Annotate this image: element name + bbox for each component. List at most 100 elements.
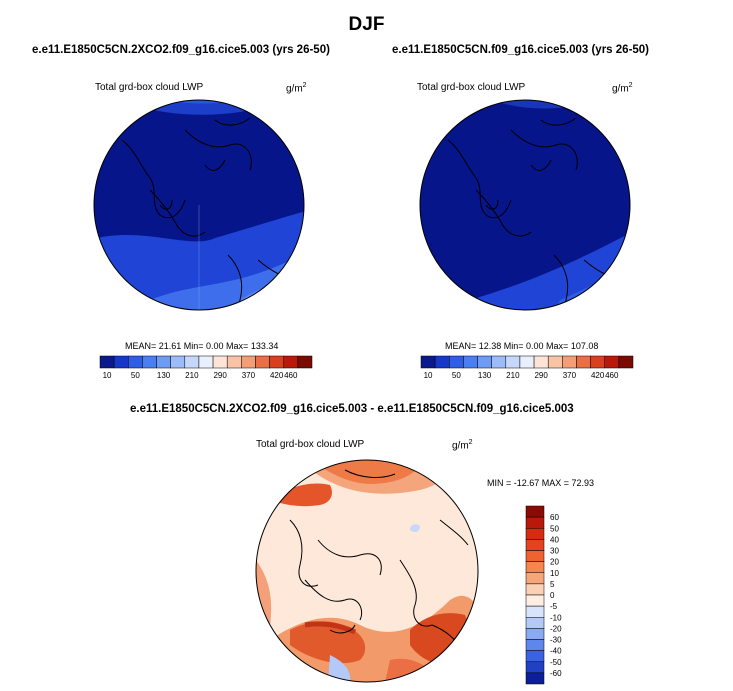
panel-3-units-sup: 2	[468, 439, 473, 446]
map-panel-3	[256, 460, 478, 682]
map-3-blue-patch	[328, 655, 351, 682]
colorbar-3-swatch	[525, 550, 545, 562]
colorbar-2-swatch	[463, 355, 478, 369]
colorbar-1-swatch	[99, 355, 115, 369]
colorbar-3-swatch	[525, 628, 545, 640]
colorbar-3-swatch	[525, 583, 545, 596]
colorbar-1-tick-label: 420	[270, 371, 284, 380]
colorbar-2-tick-label: 210	[506, 371, 520, 380]
colorbar-1-tick-label: 460	[284, 371, 298, 380]
colorbar-3-tick-label: 30	[550, 547, 559, 556]
panel-2-units-text: g/m	[612, 83, 629, 95]
colorbar-3-tick-label: -50	[550, 658, 562, 667]
colorbar-2-tick-label: 460	[605, 371, 619, 380]
colorbar-2-swatch	[449, 355, 464, 369]
colorbar-1-swatch	[283, 355, 299, 369]
colorbar-3-tick-label: 50	[550, 524, 559, 533]
panel-3-units: g/m2	[452, 439, 473, 451]
panel-3-stats: MIN = -12.67 MAX = 72.93	[487, 478, 595, 488]
colorbar-1-swatch	[113, 355, 129, 369]
panel-2-variable-label: Total grd-box cloud LWP	[417, 82, 526, 93]
colorbar-1-tick-label: 130	[157, 371, 171, 380]
colorbar-1-tick-label: 210	[185, 371, 199, 380]
colorbar-3-swatch	[525, 572, 545, 585]
colorbar-3-swatch	[525, 650, 545, 662]
colorbar-2-tick-label: 370	[563, 371, 577, 380]
figure-title: DJF	[348, 14, 385, 35]
panel-1-case-title: e.e11.E1850C5CN.2XCO2.f09_g16.cice5.003 …	[32, 44, 330, 56]
panel-1-stats: MEAN= 21.61 Min= 0.00 Max= 133.34	[125, 341, 279, 351]
panel-2-case-title: e.e11.E1850C5CN.f09_g16.cice5.003 (yrs 2…	[392, 44, 650, 56]
colorbar-1-swatch	[226, 355, 242, 369]
colorbar-3-tick-label: 5	[550, 580, 555, 589]
colorbar-3-swatch	[525, 516, 545, 529]
colorbar-1-tick-label: 50	[131, 371, 140, 380]
map-3-alaska-band	[270, 483, 332, 507]
colorbar-2-swatch	[618, 355, 634, 369]
colorbar-1-swatch	[255, 355, 270, 369]
colorbar-3-tick-label: 10	[550, 569, 559, 578]
panel-3-case-title: e.e11.E1850C5CN.2XCO2.f09_g16.cice5.003 …	[130, 403, 574, 415]
map-panel-2	[420, 100, 630, 310]
map-panel-1	[94, 100, 304, 310]
colorbar-3-tick-label: 0	[550, 591, 555, 600]
panel-1-units-text: g/m	[286, 83, 303, 95]
colorbar-3-swatch	[525, 605, 545, 618]
colorbar-1: 10 50 130 210 290 370 420 460	[99, 355, 313, 380]
panel-1-units: g/m2	[286, 82, 307, 94]
colorbar-3-swatch	[525, 617, 545, 629]
colorbar-1-swatch	[212, 355, 228, 369]
colorbar-3-swatch	[525, 561, 545, 573]
colorbar-2-swatch	[576, 355, 591, 369]
colorbar-1-swatch	[241, 355, 256, 369]
panel-2-stats: MEAN= 12.38 Min= 0.00 Max= 107.08	[445, 341, 599, 351]
colorbar-3-swatch	[525, 539, 545, 551]
colorbar-2-swatch	[434, 355, 450, 369]
map-3-pacific-warm-core	[310, 460, 425, 484]
map-2-coastlines	[447, 117, 627, 310]
colorbar-3-tick-label: -5	[550, 602, 558, 611]
colorbar-3-swatch	[525, 672, 545, 685]
colorbar-2-swatch	[533, 355, 549, 369]
colorbar-2-swatch	[420, 355, 436, 369]
colorbar-2-tick-label: 420	[591, 371, 605, 380]
map-3-blue-patch-small	[410, 524, 420, 533]
colorbar-1-swatch	[269, 355, 284, 369]
colorbar-2-tick-label: 130	[478, 371, 492, 380]
map-1-border	[93, 99, 305, 311]
colorbar-3-swatch	[525, 594, 545, 607]
map-1-pacific-band	[110, 100, 300, 115]
colorbar-2-tick-label: 50	[452, 371, 461, 380]
map-2-border	[419, 99, 631, 311]
colorbar-1-swatch	[156, 355, 171, 369]
colorbar-1-tick-label: 10	[103, 371, 112, 380]
colorbar-1-tick-label: 290	[213, 371, 227, 380]
panel-2-units-sup: 2	[628, 82, 633, 89]
panel-1-variable-label: Total grd-box cloud LWP	[95, 82, 204, 93]
panel-2-units: g/m2	[612, 82, 633, 94]
colorbar-3-swatch	[525, 661, 545, 674]
map-3-border	[255, 459, 479, 683]
colorbar-3-tick-label: -30	[550, 636, 562, 645]
colorbar-1-swatch	[142, 355, 157, 369]
colorbar-2-swatch	[590, 355, 605, 369]
colorbar-2-swatch	[505, 355, 521, 369]
colorbar-3-swatch	[525, 528, 545, 540]
colorbar-2-swatch	[604, 355, 620, 369]
panel-3-units-text: g/m	[452, 440, 469, 452]
colorbar-3-tick-label: 40	[550, 535, 559, 544]
colorbar-3-tick-label: 60	[550, 513, 559, 522]
colorbar-3-tick-label: -20	[550, 624, 562, 633]
colorbar-3-tick-label: -60	[550, 669, 562, 678]
colorbar-2-swatch	[547, 355, 563, 369]
colorbar-2-swatch	[562, 355, 577, 369]
colorbar-2-tick-label: 10	[424, 371, 433, 380]
colorbar-2: 10 50 130 210 290 370 420 460	[420, 355, 634, 380]
map-3-atlantic-warm	[270, 595, 478, 682]
colorbar-3-swatch	[525, 639, 545, 651]
colorbar-2-tick-label: 290	[534, 371, 548, 380]
colorbar-2-swatch	[477, 355, 492, 369]
colorbar-3-tick-label: -10	[550, 613, 562, 622]
